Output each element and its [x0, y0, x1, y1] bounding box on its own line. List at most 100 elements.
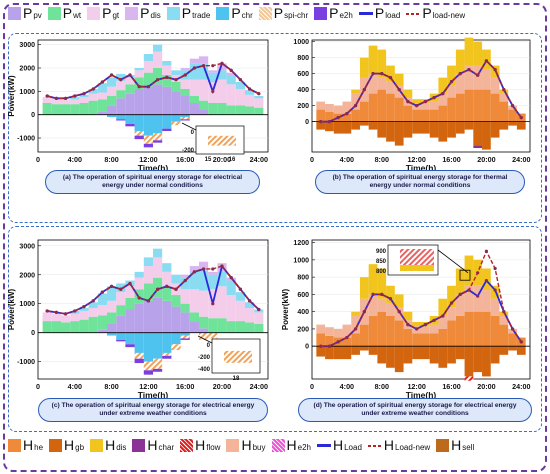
series-line-load-new [320, 249, 522, 347]
bar-buy [490, 77, 500, 94]
legend-symbol: P [62, 5, 73, 21]
series-point [45, 94, 49, 98]
bar-dis [351, 311, 360, 316]
bar-he [447, 97, 456, 122]
bar-pv [125, 309, 135, 333]
legend-symbol: H [241, 437, 252, 453]
bar-wt [199, 316, 209, 329]
bar-pv [162, 300, 172, 333]
legend-swatch [47, 7, 61, 20]
bar-e2h [153, 140, 163, 143]
series-point [406, 100, 410, 104]
bar-dis [447, 65, 456, 86]
bar-buy [508, 105, 517, 110]
bar-gb [368, 346, 378, 355]
series-point [238, 287, 242, 291]
x-tick-label: 4:00 [68, 382, 82, 391]
series-point [257, 92, 261, 96]
series-point [319, 344, 323, 348]
series-point [519, 116, 523, 120]
bar-wt [226, 321, 236, 333]
bar-chr [171, 114, 181, 122]
bar-gb [342, 121, 352, 134]
bar-dis [217, 63, 227, 71]
series-point [119, 78, 123, 82]
x-tick-label: 16:00 [176, 382, 194, 391]
x-axis-label: Time(h) [138, 163, 169, 173]
x-tick-label: 8:00 [375, 382, 389, 391]
bar-gb [499, 121, 509, 130]
legend-swatch [49, 439, 63, 452]
bar-chr [125, 114, 135, 124]
bar-gt [153, 51, 163, 68]
bar-wt [143, 283, 153, 301]
series-point [484, 59, 488, 63]
series-point [493, 288, 497, 292]
bar-gt [235, 300, 245, 322]
bar-gb [473, 346, 483, 373]
series-point [257, 307, 261, 312]
bar-pv [116, 98, 126, 115]
bar-he [499, 324, 509, 347]
legend-swatch [166, 7, 180, 20]
series-point [100, 290, 104, 294]
y-tick-label: 800 [297, 275, 309, 282]
series-point [415, 327, 419, 331]
bar-gb [438, 121, 448, 142]
bar-trade [189, 63, 199, 80]
bar-wt [97, 99, 107, 112]
bar-gt [88, 308, 98, 317]
bar-buy [429, 324, 439, 334]
bar-buy [490, 298, 500, 316]
bar-he [455, 315, 465, 347]
y-tick-label: -1000 [17, 136, 35, 143]
series-point [119, 287, 123, 291]
bar-pv [107, 323, 117, 333]
legend-label: char [158, 443, 175, 452]
legend-label: e2h [297, 443, 311, 452]
series-point [91, 299, 95, 303]
x-tick-label: 0 [36, 382, 40, 391]
chart-c: -1000 0 1000 2000 3000 0 4:00 8:00 12:00 16:00 20:… [7, 239, 269, 400]
series-point [336, 340, 340, 344]
bar-chr [134, 114, 144, 131]
bar-pv [134, 89, 144, 115]
x-tick-label: 12:00 [407, 155, 425, 164]
series-point [220, 264, 224, 268]
inset-x-tick-label: 16 [229, 157, 236, 163]
bar-chr [125, 332, 135, 345]
bar-pv [143, 300, 153, 333]
legend-label: spi-chr [284, 11, 309, 20]
legend-label: e2h [339, 11, 353, 20]
bar-e2h [116, 339, 126, 342]
y-tick-label: 800 [297, 55, 309, 62]
series-point [345, 112, 349, 116]
series-point [229, 276, 233, 280]
series-point [192, 270, 196, 274]
y-tick-label: 1000 [293, 39, 309, 46]
bar-wt [254, 323, 264, 333]
bar-e2h [125, 124, 135, 127]
bar-dis [359, 277, 369, 299]
bar-pv [180, 312, 190, 333]
bar-buy [316, 101, 326, 110]
series-point [388, 297, 393, 301]
bar-chr [143, 114, 153, 136]
bar-he [464, 311, 474, 347]
series-point [484, 278, 488, 283]
bar-pv [171, 91, 181, 115]
bar-spi-chr [143, 135, 153, 144]
bar-he [325, 112, 334, 122]
bar-trade [162, 263, 172, 272]
bar-trade [199, 270, 209, 291]
x-tick-label: 8:00 [104, 155, 118, 164]
bar-gt [97, 92, 107, 100]
